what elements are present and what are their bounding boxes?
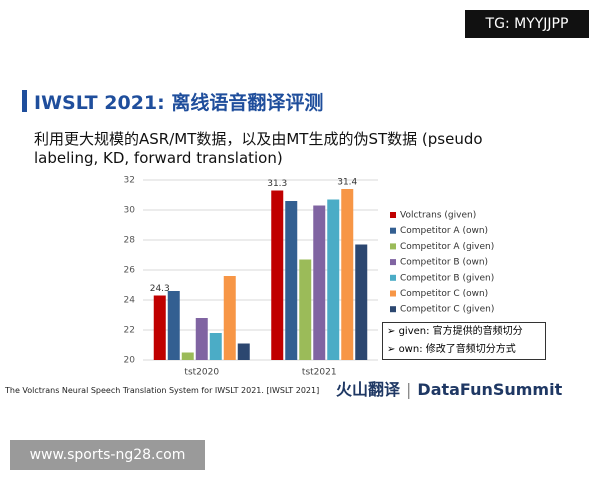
bar [209, 333, 222, 360]
bar [223, 276, 236, 360]
bar [237, 343, 250, 360]
legend-label: Competitor A (own) [400, 226, 488, 236]
y-tick-label: 20 [124, 356, 136, 366]
note: given: 官方提供的音频切分 [398, 326, 523, 337]
legend-swatch [390, 227, 396, 234]
bar [313, 205, 326, 360]
title-bar [22, 90, 27, 112]
legend-label: Competitor C (own) [400, 289, 488, 299]
y-tick-label: 26 [124, 266, 136, 276]
x-tick-label: tst2020 [184, 368, 219, 378]
bar [299, 259, 312, 360]
bar [167, 291, 180, 360]
legend-swatch [390, 243, 396, 250]
legend-label: Volctrans (given) [400, 211, 476, 221]
legend-swatch [390, 306, 396, 313]
data-label: 24.3 [150, 284, 170, 294]
bar [181, 352, 194, 360]
slide-title: IWSLT 2021: 离线语音翻译评测 [34, 92, 324, 114]
logo-text: DataFunSummit [417, 380, 563, 399]
legend-label: Competitor C (given) [400, 305, 494, 315]
slide-body: 利用更大规模的ASR/MT数据，以及由MT生成的伪ST数据 (pseudo la… [34, 130, 483, 167]
legend-label: Competitor A (given) [400, 242, 494, 252]
bar [271, 190, 284, 360]
legend-label: Competitor B (own) [400, 258, 488, 268]
bar [285, 201, 298, 360]
data-label: 31.4 [337, 178, 357, 188]
note-row: ➢ own: 修改了音频切分方式 [387, 344, 516, 355]
legend-swatch [390, 259, 396, 266]
note: own: 修改了音频切分方式 [398, 344, 516, 355]
watermark: www.sports-ng28.com [10, 440, 205, 470]
legend-label: Competitor B (given) [400, 273, 494, 283]
data-label: 31.3 [267, 179, 287, 189]
y-tick-label: 24 [124, 296, 136, 306]
bar [327, 199, 340, 360]
bar [341, 189, 354, 360]
logo: 火山翻译 | DataFunSummit [336, 380, 563, 399]
bar [355, 244, 368, 360]
logo-text: 火山翻译 [336, 380, 401, 399]
y-tick-label: 30 [124, 206, 136, 216]
y-tick-label: 28 [124, 236, 136, 246]
legend-swatch [390, 212, 396, 218]
note-row: ➢ given: 官方提供的音频切分 [387, 326, 523, 337]
legend-swatch [390, 290, 396, 297]
notes-box: ➢ given: 官方提供的音频切分 ➢ own: 修改了音频切分方式 [382, 322, 546, 360]
citation: The Volctrans Neural Speech Translation … [5, 386, 320, 395]
x-tick-label: tst2021 [302, 368, 337, 378]
bar [153, 295, 166, 360]
bar [195, 318, 208, 360]
legend-swatch [390, 274, 396, 281]
y-tick-label: 22 [124, 326, 135, 336]
y-tick-label: 32 [124, 176, 135, 186]
watermark: TG: MYYJJPP [465, 10, 589, 38]
